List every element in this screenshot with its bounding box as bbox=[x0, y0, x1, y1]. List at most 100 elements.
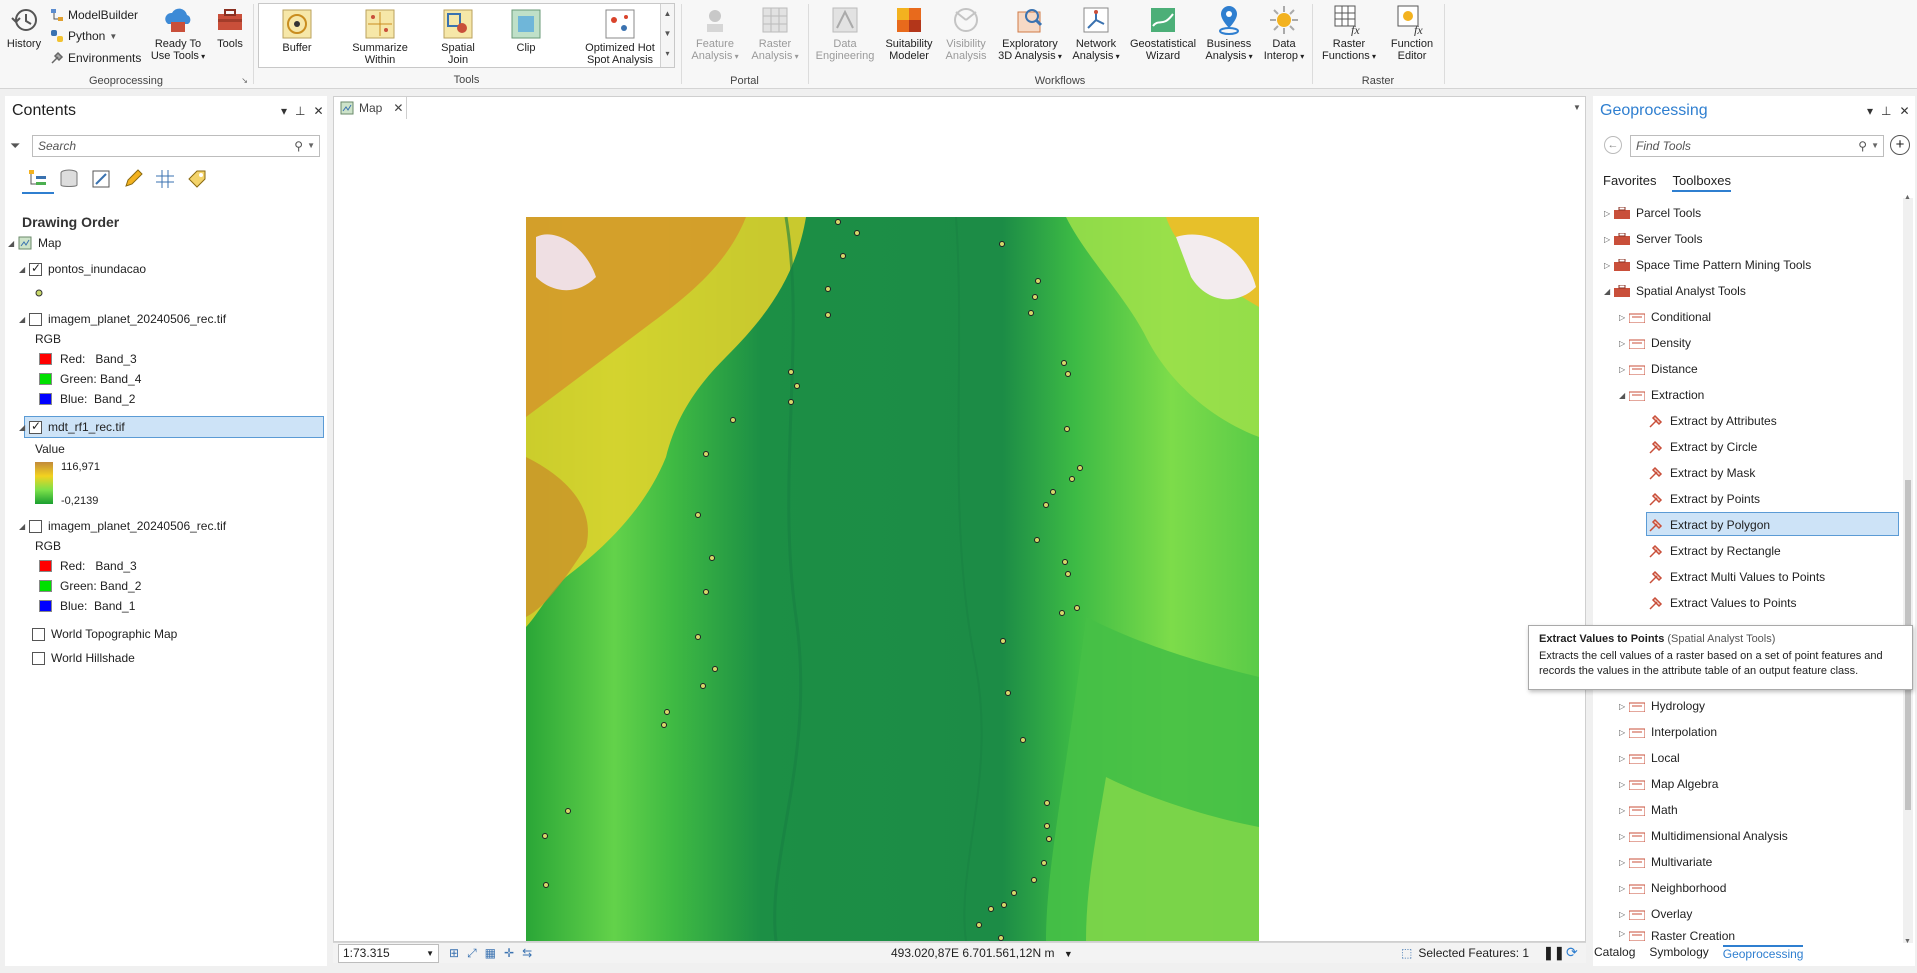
coordinate-format-icon[interactable]: ▼ bbox=[1063, 949, 1073, 959]
scale-selector[interactable]: 1:73.315 ▼ bbox=[338, 944, 439, 963]
toolset-conditional[interactable]: ▷ Conditional bbox=[1619, 310, 1712, 324]
visibility-analysis-button[interactable]: Visibility Analysis bbox=[939, 4, 993, 62]
collapse-icon[interactable]: ◢ bbox=[8, 238, 15, 248]
toolset-distance[interactable]: ▷ Distance bbox=[1619, 362, 1698, 376]
dialog-launcher-icon[interactable]: ↘ bbox=[241, 76, 248, 85]
tab-catalog[interactable]: Catalog bbox=[1594, 945, 1636, 959]
optimized-hot-spot-button[interactable]: Optimized Hot Spot Analysis bbox=[579, 8, 661, 66]
tab-overflow-icon[interactable]: ▼ bbox=[1573, 103, 1581, 112]
selected-features[interactable]: ⬚ Selected Features: 1 bbox=[1401, 946, 1530, 960]
environments-button[interactable]: Environments bbox=[50, 49, 141, 67]
toolset-hydrology[interactable]: ▷ Hydrology bbox=[1619, 699, 1706, 713]
tab-geoprocessing[interactable]: Geoprocessing bbox=[1722, 945, 1804, 961]
expand-icon[interactable]: ▷ bbox=[1619, 929, 1626, 938]
collapse-icon[interactable]: ◢ bbox=[1619, 390, 1626, 400]
tab-favorites[interactable]: Favorites bbox=[1603, 173, 1657, 188]
history-button[interactable]: History bbox=[4, 4, 44, 50]
expand-icon[interactable]: ▷ bbox=[1619, 753, 1626, 763]
refresh-icon[interactable]: ⟳ bbox=[1566, 944, 1578, 960]
pane-menu-icon[interactable]: ▾ bbox=[281, 104, 288, 118]
center-icon[interactable]: ✛ bbox=[504, 946, 515, 960]
toc-layer-pontos-inundacao[interactable]: ◢ pontos_inundacao bbox=[19, 260, 146, 278]
toolset-map-algebra[interactable]: ▷ Map Algebra bbox=[1619, 777, 1719, 791]
collapse-icon[interactable]: ◢ bbox=[19, 264, 26, 274]
expand-icon[interactable]: ▷ bbox=[1619, 338, 1626, 348]
list-by-source-icon[interactable] bbox=[58, 168, 80, 190]
find-tools-input[interactable]: Find Tools ⚲ ▼ bbox=[1630, 135, 1884, 157]
tab-toolboxes[interactable]: Toolboxes bbox=[1672, 173, 1732, 192]
toolset-local[interactable]: ▷ Local bbox=[1619, 751, 1680, 765]
layer-visibility-checkbox[interactable] bbox=[32, 627, 45, 641]
toolbox-parcel-tools[interactable]: ▷ Parcel Tools bbox=[1604, 206, 1702, 220]
clip-button[interactable]: Clip bbox=[501, 8, 551, 54]
close-icon[interactable]: ✕ bbox=[1899, 104, 1910, 118]
pin-icon[interactable]: ⊥ bbox=[295, 104, 306, 118]
expand-icon[interactable]: ▷ bbox=[1604, 260, 1611, 270]
expand-icon[interactable]: ▷ bbox=[1619, 909, 1626, 919]
layer-visibility-checkbox[interactable] bbox=[29, 519, 42, 533]
scroll-down-icon[interactable]: ▼ bbox=[1904, 938, 1911, 945]
scroll-up-icon[interactable]: ▲ bbox=[1904, 194, 1911, 201]
toolbox-spatial-analyst-tools[interactable]: ◢ Spatial Analyst Tools bbox=[1604, 284, 1746, 298]
layer-visibility-checkbox[interactable] bbox=[32, 651, 45, 665]
geostatistical-wizard-button[interactable]: Geostatistical Wizard bbox=[1127, 4, 1199, 62]
tools-button[interactable]: Tools bbox=[212, 4, 248, 50]
tool-extract-values-to-points[interactable]: Extract Values to Points bbox=[1648, 592, 1797, 614]
network-analysis-button[interactable]: Network Analysis ▾ bbox=[1067, 4, 1125, 63]
tool-tree-scrollbar[interactable]: ▲ ▼ bbox=[1903, 194, 1913, 945]
business-analysis-button[interactable]: Business Analysis ▾ bbox=[1201, 4, 1257, 63]
toolset-extraction[interactable]: ◢ Extraction bbox=[1619, 388, 1705, 402]
expand-icon[interactable]: ▷ bbox=[1604, 234, 1611, 244]
layer-visibility-checkbox[interactable] bbox=[29, 419, 42, 434]
toc-layer-imagem-planet-1[interactable]: ◢ imagem_planet_20240506_rec.tif bbox=[19, 312, 227, 326]
feature-analysis-button[interactable]: Feature Analysis ▾ bbox=[686, 4, 744, 63]
layer-visibility-checkbox[interactable] bbox=[29, 261, 42, 276]
exploratory-3d-analysis-button[interactable]: Exploratory 3D Analysis ▾ bbox=[995, 4, 1065, 63]
tool-extract-by-mask[interactable]: Extract by Mask bbox=[1648, 462, 1755, 484]
fixed-zoom-icon[interactable]: ⊞ bbox=[449, 946, 460, 960]
toc-layer-mdt[interactable]: ◢ mdt_rf1_rec.tif bbox=[19, 418, 125, 436]
toc-layer-imagem-planet-2[interactable]: ◢ imagem_planet_20240506_rec.tif bbox=[19, 519, 227, 533]
add-toolbox-icon[interactable]: + bbox=[1890, 135, 1910, 155]
buffer-button[interactable]: Buffer bbox=[271, 8, 323, 54]
raster-analysis-button[interactable]: Raster Analysis ▾ bbox=[746, 4, 804, 63]
suitability-modeler-button[interactable]: Suitability Modeler bbox=[881, 4, 937, 62]
expand-icon[interactable]: ▷ bbox=[1619, 779, 1626, 789]
filter-icon[interactable]: ⏷ bbox=[10, 138, 21, 153]
grid-icon[interactable]: ▦ bbox=[484, 946, 497, 960]
collapse-icon[interactable]: ◢ bbox=[1604, 286, 1611, 296]
expand-icon[interactable]: ▷ bbox=[1619, 727, 1626, 737]
elevation-raster[interactable] bbox=[526, 217, 1259, 941]
tool-extract-by-points[interactable]: Extract by Points bbox=[1648, 488, 1760, 510]
spatial-join-button[interactable]: Spatial Join bbox=[431, 8, 485, 66]
toolset-raster-creation[interactable]: ▷ Raster Creation bbox=[1619, 929, 1736, 941]
python-button[interactable]: Python ▼ bbox=[50, 27, 117, 45]
list-by-selection-icon[interactable] bbox=[90, 168, 112, 190]
tab-map[interactable]: Map ✕ bbox=[333, 96, 407, 119]
navigator-icon[interactable]: ⇆ bbox=[522, 946, 533, 960]
toolset-math[interactable]: ▷ Math bbox=[1619, 803, 1678, 817]
list-by-labeling-icon[interactable] bbox=[186, 168, 208, 190]
pane-menu-icon[interactable]: ▾ bbox=[1867, 104, 1874, 118]
expand-icon[interactable]: ▷ bbox=[1619, 364, 1626, 374]
toolset-density[interactable]: ▷ Density bbox=[1619, 336, 1692, 350]
zoom-to-extent-icon[interactable]: ⤢ bbox=[467, 946, 477, 960]
toolset-multivariate[interactable]: ▷ Multivariate bbox=[1619, 855, 1713, 869]
gallery-scroll[interactable]: ▲ ▼ ▾ bbox=[660, 4, 674, 67]
toolset-neighborhood[interactable]: ▷ Neighborhood bbox=[1619, 881, 1727, 895]
toolbox-space-time-pattern-mining[interactable]: ▷ Space Time Pattern Mining Tools bbox=[1604, 258, 1812, 272]
toc-map[interactable]: ◢ Map bbox=[8, 236, 62, 250]
expand-icon[interactable]: ▷ bbox=[1619, 701, 1626, 711]
inundation-points[interactable] bbox=[526, 217, 1259, 941]
pin-icon[interactable]: ⊥ bbox=[1881, 104, 1892, 118]
data-interop-button[interactable]: Data Interop ▾ bbox=[1259, 4, 1309, 63]
close-tab-icon[interactable]: ✕ bbox=[393, 101, 404, 115]
back-icon[interactable]: ← bbox=[1604, 136, 1622, 154]
list-by-editing-icon[interactable] bbox=[122, 168, 144, 190]
tool-extract-multi-values-to-points[interactable]: Extract Multi Values to Points bbox=[1648, 566, 1825, 588]
tool-extract-by-attributes[interactable]: Extract by Attributes bbox=[1648, 410, 1777, 432]
toolset-overlay[interactable]: ▷ Overlay bbox=[1619, 907, 1693, 921]
pause-drawing-icon[interactable]: ❚❚ bbox=[1543, 945, 1565, 960]
summarize-within-button[interactable]: Summarize Within bbox=[345, 8, 415, 66]
search-options-icon[interactable]: ▼ bbox=[307, 141, 315, 150]
